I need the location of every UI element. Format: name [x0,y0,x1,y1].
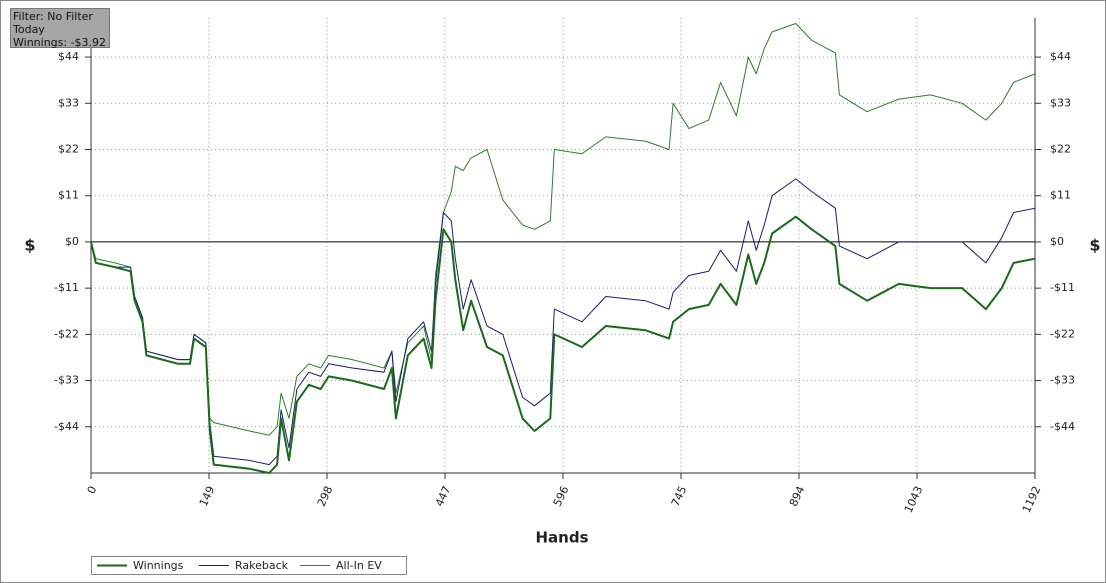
legend-label: All-In EV [336,559,382,572]
y-tick-label-right: -$44 [1050,420,1075,433]
legend-label: Rakeback [235,559,289,572]
x-tick-label: 149 [197,484,218,509]
info-line: Filter: No Filter [13,10,93,23]
x-tick-label: 1192 [1020,484,1044,515]
x-tick-label: 298 [315,484,336,509]
x-tick-label: 1043 [902,484,926,515]
info-line: Winnings: -$3.92 [13,36,107,49]
x-tick-label: 894 [787,484,808,509]
y-tick-label-right: $11 [1050,189,1071,202]
series-line [90,215,1036,474]
info-line: Today [13,23,45,36]
x-tick-label: 745 [669,484,690,509]
y-tick-label: $0 [65,235,79,248]
y-tick-label: $33 [58,96,79,109]
y-axis-label: $ [24,236,35,255]
y-tick-label: -$22 [54,327,79,340]
y-tick-label-right: -$22 [1050,327,1075,340]
legend-label: Winnings [133,559,184,572]
y-tick-label-right: $0 [1050,235,1064,248]
info-box: Filter: No Filter Today Winnings: -$3.92 [10,8,110,49]
x-axis-label: Hands [535,529,588,547]
y-tick-label-right: -$11 [1050,281,1075,294]
y-tick-label-right: $22 [1050,143,1071,156]
y-tick-label: $22 [58,143,79,156]
y-tick-label: -$11 [54,281,79,294]
y-axis-label-right: $ [1089,236,1100,255]
series-line [90,178,1036,466]
legend-box [91,556,407,575]
plot-area [91,18,1035,473]
x-tick-label: 447 [433,484,454,509]
y-tick-label: -$33 [54,374,79,387]
x-tick-label: 0 [85,484,100,496]
y-tick-label-right: $44 [1050,50,1071,63]
y-tick-label-right: -$33 [1050,374,1075,387]
x-tick-label: 596 [551,484,572,509]
y-tick-label: $44 [58,50,79,63]
y-tick-label: $11 [58,189,79,202]
y-tick-label: -$44 [54,420,79,433]
y-tick-label-right: $33 [1050,96,1071,109]
